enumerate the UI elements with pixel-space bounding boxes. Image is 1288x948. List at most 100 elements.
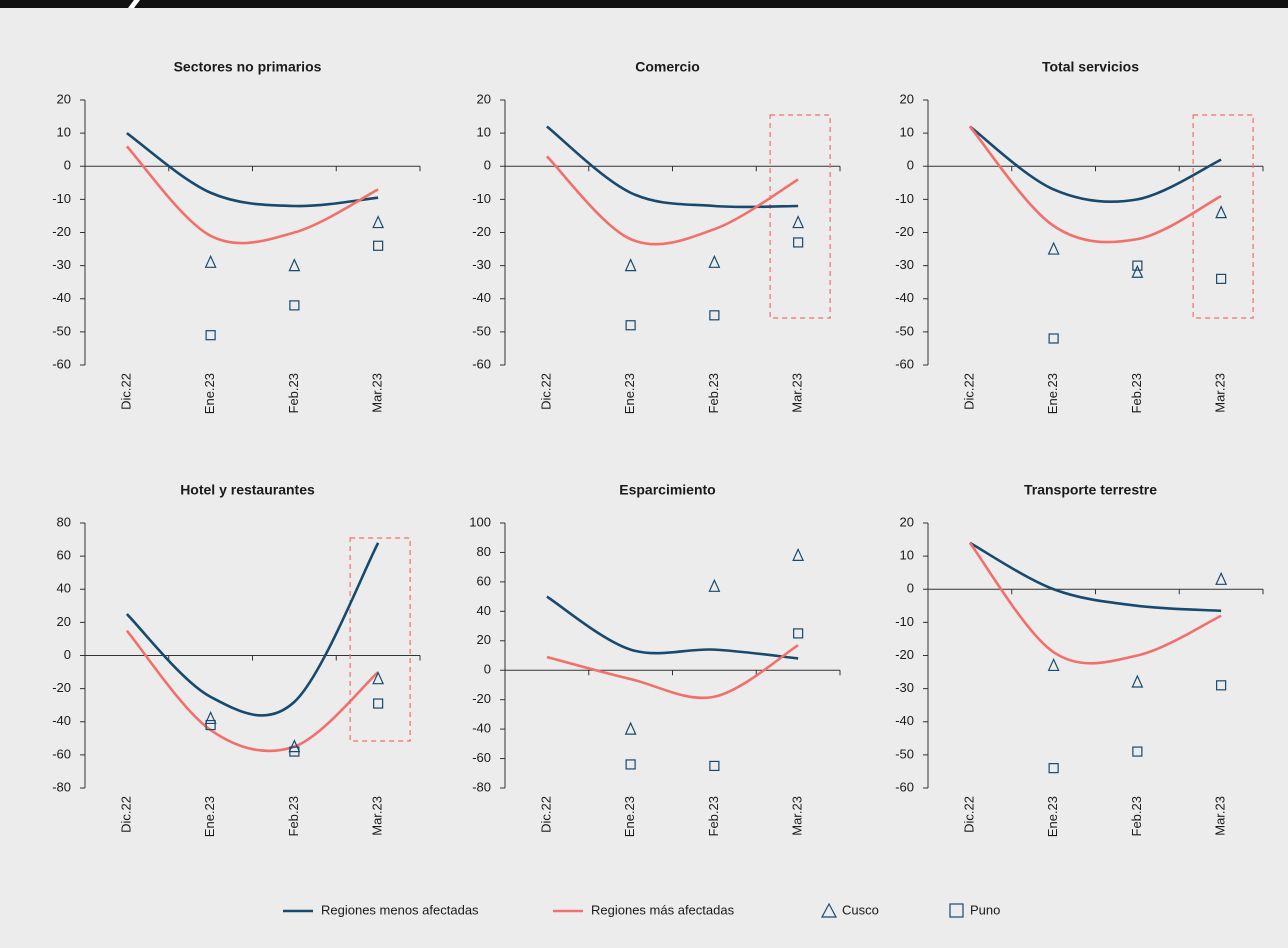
triangle-marker — [204, 254, 217, 268]
x-tick-label: Feb.23 — [1129, 373, 1144, 413]
x-tick-label: Feb.23 — [286, 796, 301, 836]
y-tick-label: -40 — [895, 713, 914, 728]
y-tick-label: 10 — [57, 125, 71, 140]
line — [546, 644, 799, 700]
y-tick-label: 0 — [484, 158, 491, 173]
y-tick-label: -60 — [472, 750, 491, 765]
x-tick-label: Dic.22 — [961, 796, 976, 833]
y-tick-label: 20 — [477, 632, 491, 647]
y-tick-label: -20 — [472, 224, 491, 239]
triangle-marker — [1131, 674, 1144, 688]
y-tick-label: -40 — [895, 290, 914, 305]
y-tick-label: 20 — [477, 91, 491, 106]
y-tick-label: 20 — [57, 614, 71, 629]
y-tick-label: -30 — [52, 257, 71, 272]
x-tick-label: Dic.22 — [118, 796, 133, 833]
legend-label: Regiones más afectadas — [591, 902, 735, 917]
x-tick-label: Feb.23 — [706, 796, 721, 836]
y-tick-label: -40 — [472, 721, 491, 736]
highlight-box — [349, 537, 411, 742]
y-tick-label: 0 — [64, 647, 71, 662]
y-tick-label: -10 — [472, 191, 491, 206]
line — [125, 542, 380, 717]
triangle-marker — [1047, 657, 1060, 672]
square-marker — [625, 759, 636, 770]
y-tick-label: 20 — [900, 514, 914, 529]
y-tick-label: -20 — [52, 224, 71, 239]
square-marker — [205, 719, 216, 731]
y-tick-label: 60 — [57, 548, 71, 563]
x-tick-label: Feb.23 — [286, 373, 301, 413]
y-tick-label: -60 — [895, 779, 914, 794]
chart-title: Hotel y restaurantes — [180, 482, 315, 498]
chart-title: Total servicios — [1042, 59, 1139, 75]
y-tick-label: -20 — [52, 680, 71, 695]
square-marker — [289, 746, 300, 757]
line — [125, 145, 379, 245]
square-marker — [793, 237, 804, 248]
y-tick-label: -50 — [895, 323, 914, 338]
y-tick-label: -60 — [895, 356, 914, 371]
y-tick-label: 10 — [900, 548, 914, 563]
x-tick-label: Mar.23 — [370, 796, 385, 836]
y-tick-label: 0 — [907, 158, 914, 173]
x-tick-label: Dic.22 — [118, 373, 133, 410]
y-tick-label: -60 — [52, 746, 71, 761]
triangle-marker — [624, 258, 637, 272]
x-tick-label: Ene.23 — [202, 373, 217, 414]
legend-label: Cusco — [842, 902, 879, 917]
x-tick-label: Mar.23 — [790, 373, 805, 413]
x-tick-label: Ene.23 — [622, 373, 637, 414]
chart-title: Transporte terrestre — [1024, 482, 1157, 498]
x-tick-label: Mar.23 — [790, 796, 805, 836]
triangle-marker — [204, 710, 217, 725]
top-notch — [128, 0, 140, 8]
y-tick-label: 10 — [477, 125, 491, 140]
y-tick-label: -40 — [472, 290, 491, 305]
triangle-marker — [792, 547, 805, 561]
square-marker — [709, 760, 720, 772]
triangle-marker — [1047, 241, 1060, 255]
square-marker — [1132, 260, 1143, 271]
y-tick-label: -80 — [472, 779, 491, 794]
line — [545, 155, 799, 246]
y-tick-label: -30 — [895, 680, 914, 695]
y-tick-label: 10 — [900, 125, 914, 140]
y-tick-label: -60 — [52, 356, 71, 371]
legend: Regiones menos afectadas Regiones más afe… — [283, 902, 1000, 918]
line — [125, 629, 379, 753]
triangle-marker — [1215, 205, 1228, 219]
line — [968, 125, 1222, 244]
y-tick-label: -50 — [472, 323, 491, 338]
triangle-marker — [624, 721, 637, 735]
y-tick-label: -20 — [472, 691, 491, 706]
y-tick-label: 0 — [907, 581, 914, 596]
triangle-marker — [708, 578, 721, 592]
y-tick-label: 80 — [57, 514, 71, 529]
triangle-marker — [372, 671, 385, 685]
square-marker — [793, 628, 804, 639]
square-marker — [1048, 333, 1059, 344]
x-tick-label: Feb.23 — [706, 373, 721, 413]
square-marker — [289, 300, 300, 311]
top-bar — [0, 0, 1288, 8]
y-tick-label: -30 — [895, 257, 914, 272]
triangle-marker — [288, 739, 301, 753]
x-tick-label: Feb.23 — [1129, 796, 1144, 836]
y-tick-label: -30 — [472, 257, 491, 272]
triangle-marker — [288, 258, 301, 272]
y-tick-label: 20 — [57, 91, 71, 106]
line — [968, 542, 1222, 665]
y-tick-label: 0 — [484, 662, 491, 677]
y-tick-label: 40 — [477, 603, 491, 618]
line — [546, 125, 799, 209]
triangle-marker — [1215, 571, 1228, 585]
y-tick-label: -80 — [52, 779, 71, 794]
y-tick-label: -50 — [895, 746, 914, 761]
square-marker — [709, 310, 720, 321]
x-tick-label: Ene.23 — [202, 796, 217, 837]
y-tick-label: -20 — [895, 647, 914, 662]
line — [546, 595, 799, 660]
y-tick-label: -20 — [895, 224, 914, 239]
